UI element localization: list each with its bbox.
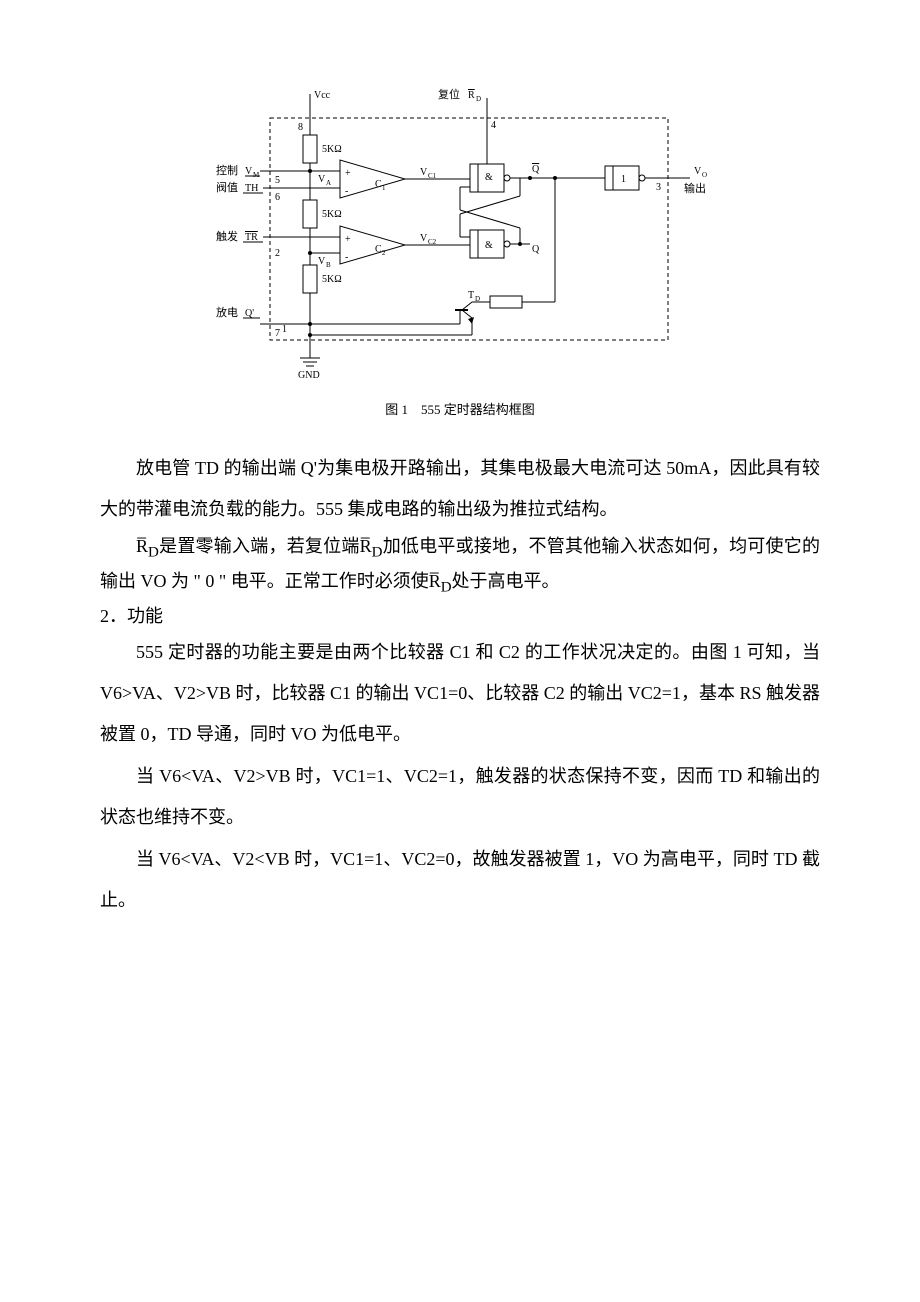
label-control: 控制 (216, 163, 238, 177)
p2-b: 是置零输入端，若复位端R̅ (159, 536, 372, 556)
label-vc1-sub: C1 (428, 172, 437, 180)
label-trigger: 触发 (216, 229, 238, 243)
label-threshold: 阀值 (216, 180, 238, 194)
label-reset: 复位 (438, 87, 460, 101)
label-va-sub: A (326, 179, 331, 187)
label-td: T (468, 290, 474, 301)
amp-top: & (485, 172, 493, 183)
label-vm-sub: M (253, 171, 260, 179)
p2-c-sub: D (441, 579, 452, 595)
circuit-diagram: Vcc 8 5KΩ 5KΩ 5KΩ 1 GND 控制 V M 5 V A 阀值 (210, 80, 710, 380)
label-vc2-sub: C2 (428, 238, 437, 246)
label-tr: TR (245, 232, 258, 243)
p2-d: 处于高电平。 (452, 571, 560, 591)
r2-label: 5KΩ (322, 209, 342, 220)
label-one: 1 (621, 174, 626, 185)
amp-bot: & (485, 240, 493, 251)
pin-2: 2 (275, 248, 280, 259)
paragraph-3: 555 定时器的功能主要是由两个比较器 C1 和 C2 的工作状况决定的。由图 … (100, 632, 820, 756)
pin-6: 6 (275, 192, 280, 203)
label-va: V (318, 174, 326, 185)
label-vb-sub: B (326, 261, 331, 269)
figure-container: Vcc 8 5KΩ 5KΩ 5KΩ 1 GND 控制 V M 5 V A 阀值 (100, 80, 820, 418)
label-vc1: V (420, 167, 428, 178)
pin-4: 4 (491, 120, 496, 131)
label-vc2: V (420, 233, 428, 244)
label-out: 输出 (684, 181, 706, 195)
label-c1-sub: 1 (382, 184, 386, 192)
p2-a-sub: D (148, 544, 159, 560)
p2-a: R̅ (136, 536, 148, 556)
label-vm: V (245, 166, 253, 177)
r1-label: 5KΩ (322, 144, 342, 155)
label-vcc: Vcc (314, 90, 331, 101)
label-vb: V (318, 256, 326, 267)
label-gnd: GND (298, 370, 320, 380)
label-discharge: 放电 (216, 305, 238, 319)
label-vo: V (694, 166, 702, 177)
label-c2-sub: 2 (382, 249, 386, 257)
pin-8: 8 (298, 122, 303, 133)
label-q: Q (532, 244, 540, 255)
label-th: TH (245, 183, 258, 194)
svg-text:-: - (345, 186, 348, 197)
label-qprime: Q' (245, 308, 254, 319)
label-td-sub: D (475, 295, 480, 303)
paragraph-4: 当 V6<VA、V2>VB 时，VC1=1、VC2=1，触发器的状态保持不变，因… (100, 756, 820, 839)
pin-3: 3 (656, 182, 661, 193)
svg-text:-: - (345, 252, 348, 263)
svg-text:+: + (345, 234, 351, 245)
label-c1: C (375, 179, 382, 190)
paragraph-2: R̅D是置零输入端，若复位端R̅D加低电平或接地，不管其他输入状态如何，均可使它… (100, 531, 820, 601)
pin-1: 1 (282, 324, 287, 335)
paragraph-1: 放电管 TD 的输出端 Q'为集电极开路输出，其集电极最大电流可达 50mA，因… (100, 448, 820, 531)
figure-caption: 图 1 555 定时器结构框图 (100, 399, 820, 418)
label-rd: R (468, 90, 475, 101)
label-c2: C (375, 244, 382, 255)
r3-label: 5KΩ (322, 274, 342, 285)
heading-function: 2．功能 (100, 601, 820, 632)
pin-5: 5 (275, 175, 280, 186)
paragraph-5: 当 V6<VA、V2<VB 时，VC1=1、VC2=0，故触发器被置 1，VO … (100, 839, 820, 922)
p2-b-sub: D (372, 544, 383, 560)
svg-text:+: + (345, 168, 351, 179)
label-qbar: Q (532, 164, 540, 175)
label-vo-sub: O (702, 171, 707, 179)
pin-7: 7 (275, 328, 280, 339)
label-rd-sub: D (476, 95, 481, 103)
